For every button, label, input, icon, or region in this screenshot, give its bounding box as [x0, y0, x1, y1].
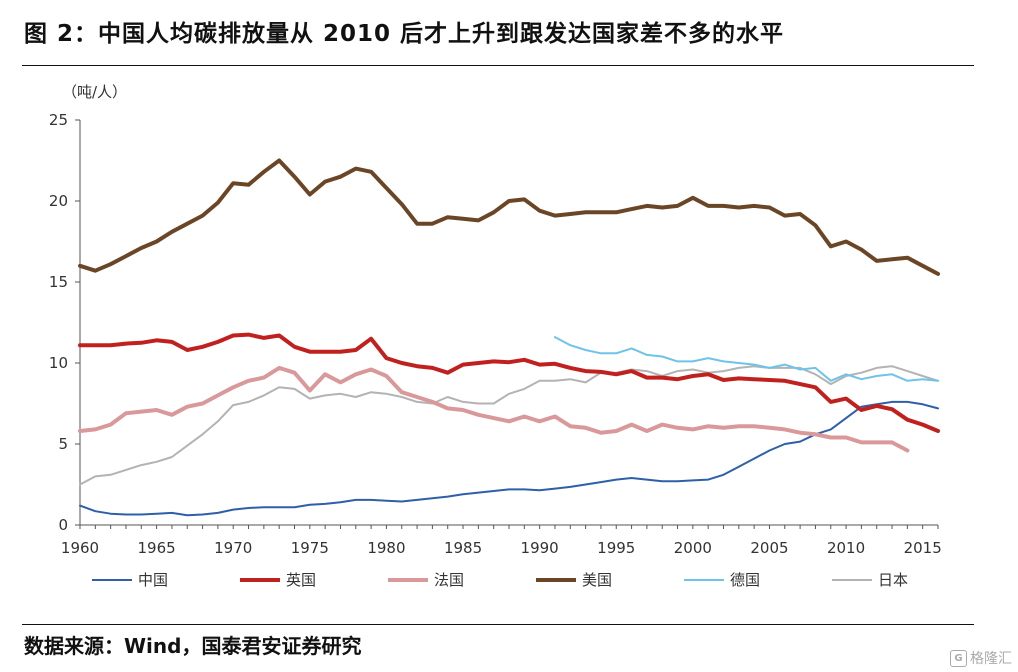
- y-tick-label: 25: [49, 111, 68, 129]
- x-axis: 1960 1965 1970 1975 1980 1985 1990 1995 2000 2005…: [61, 524, 942, 557]
- y-axis: 0 5 10 15 20 25: [49, 111, 81, 534]
- legend-label: 中国: [138, 571, 168, 589]
- legend-label: 英国: [286, 571, 316, 589]
- series-line-5: [79, 365, 939, 486]
- x-tick-label: 1985: [444, 539, 482, 557]
- x-tick-label: 1970: [214, 539, 252, 557]
- watermark-logo-icon: G: [950, 649, 967, 667]
- source-note: 数据来源：Wind，国泰君安证券研究: [24, 634, 362, 658]
- x-tick-label: 1980: [367, 539, 405, 557]
- y-axis-unit: （吨/人）: [62, 83, 127, 101]
- x-tick-label: 2000: [674, 539, 712, 557]
- line-chart: （吨/人） 0 5 10 15 20 25 1960 1965 1970 1975 1980 198…: [49, 83, 942, 589]
- series-line-1: [78, 332, 940, 433]
- legend: 中国 英国 法国 美国 德国 日本: [92, 571, 908, 589]
- legend-label: 德国: [730, 571, 760, 589]
- title-rule: [22, 65, 974, 66]
- figure-title: 图 2：中国人均碳排放量从 2010 后才上升到跟发达国家差不多的水平: [24, 21, 785, 47]
- legend-label: 法国: [434, 571, 464, 589]
- y-tick-label: 5: [58, 435, 68, 453]
- y-tick-label: 15: [49, 273, 68, 291]
- series-line-3: [78, 158, 940, 276]
- y-tick-label: 20: [49, 192, 68, 210]
- source-rule: [22, 624, 974, 625]
- watermark-text: 格隆汇: [970, 651, 1012, 667]
- x-tick-label: 2005: [750, 539, 788, 557]
- series-line-4: [554, 336, 939, 382]
- y-tick-label: 10: [49, 354, 68, 372]
- series-lines: [78, 158, 940, 517]
- x-tick-label: 1995: [597, 539, 635, 557]
- y-tick-label: 0: [58, 516, 68, 534]
- series-line-0: [79, 400, 939, 517]
- x-tick-label: 1960: [61, 539, 99, 557]
- x-tick-label: 1975: [291, 539, 329, 557]
- watermark: G 格隆汇: [950, 648, 1012, 668]
- legend-label: 美国: [582, 571, 612, 589]
- x-tick-label: 1965: [138, 539, 176, 557]
- legend-label: 日本: [878, 571, 908, 589]
- series-line-2: [78, 365, 910, 453]
- x-tick-label: 2010: [827, 539, 865, 557]
- x-tick-label: 2015: [904, 539, 942, 557]
- x-tick-label: 1990: [521, 539, 559, 557]
